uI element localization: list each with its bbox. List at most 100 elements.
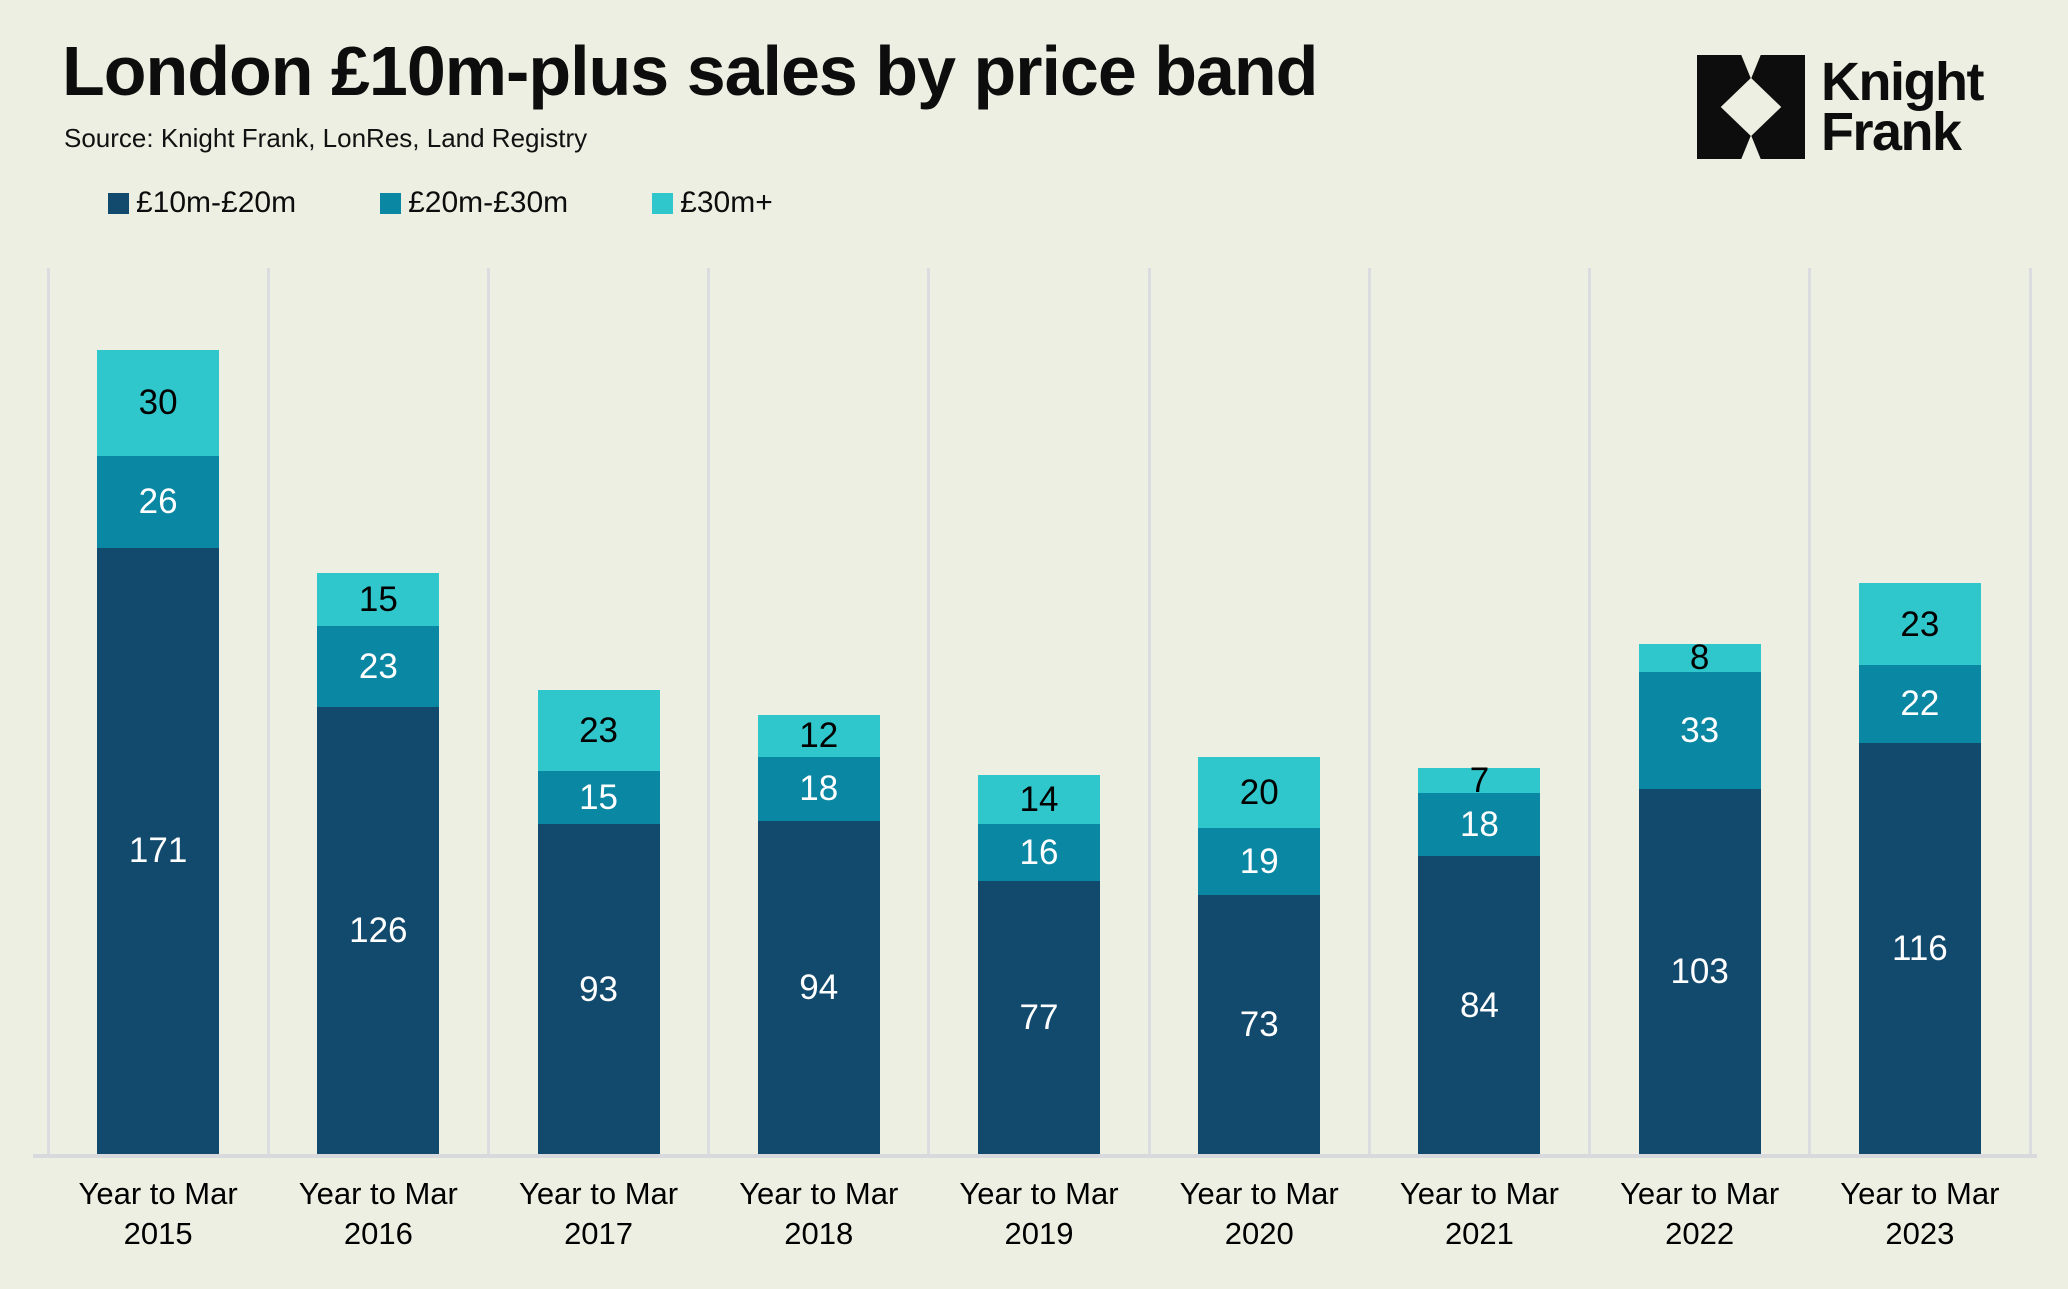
x-tick-label: Year to Mar 2023 <box>1810 1174 2030 1254</box>
bar-segment: 171 <box>97 547 220 1154</box>
knight-frank-logo-icon <box>1697 55 1805 159</box>
knight-frank-logo: Knight Frank <box>1697 52 1984 162</box>
bar-segment: 18 <box>1418 792 1541 857</box>
bar-value-label: 126 <box>349 911 408 951</box>
x-tick-label: Year to Mar 2016 <box>268 1174 488 1254</box>
bar-segment: 15 <box>537 771 660 825</box>
bar-segment: 7 <box>1418 763 1541 798</box>
gridline <box>2028 268 2032 1154</box>
bar-value-label: 30 <box>138 383 178 423</box>
wordmark-line1: Knight <box>1821 52 1984 112</box>
knight-frank-wordmark: Knight Frank <box>1821 52 1984 162</box>
legend-item: £10m-£20m <box>108 186 296 220</box>
bar-segment: 12 <box>757 714 880 758</box>
bar-value-label: 14 <box>1019 780 1059 820</box>
x-tick-line2: 2020 <box>1224 1216 1294 1251</box>
bar-value-label: 84 <box>1459 985 1499 1025</box>
bar-segment: 94 <box>757 820 880 1154</box>
x-tick-label: Year to Mar 2021 <box>1369 1174 1589 1254</box>
x-tick-line1: Year to Mar <box>298 1176 458 1211</box>
x-axis-line <box>33 1154 2037 1158</box>
bar-2020: 20 19 73 <box>1198 757 1321 1154</box>
x-tick-line2: 2021 <box>1444 1216 1514 1251</box>
legend-swatch-icon <box>108 192 129 214</box>
bar-segment: 30 <box>97 349 220 456</box>
gridline <box>46 268 50 1154</box>
bar-2023: 23 22 116 <box>1858 583 1981 1154</box>
source-note: Source: Knight Frank, LonRes, Land Regis… <box>64 123 588 153</box>
bar-value-label: 8 <box>1689 638 1710 678</box>
x-tick-line1: Year to Mar <box>1840 1176 2000 1211</box>
bar-segment: 23 <box>1858 583 1981 665</box>
legend-swatch-icon <box>380 192 402 214</box>
chart-legend: £10m-£20m £20m-£30m £30m+ <box>108 186 773 220</box>
bar-segment: 16 <box>978 824 1100 882</box>
bar-value-label: 26 <box>138 482 178 522</box>
legend-swatch-icon <box>652 192 674 214</box>
bar-value-label: 77 <box>1019 998 1059 1038</box>
bar-value-label: 116 <box>1891 928 1948 968</box>
gridline <box>266 268 270 1154</box>
x-tick-label: Year to Mar 2022 <box>1590 1174 1810 1254</box>
bar-2017: 23 15 93 <box>537 689 660 1154</box>
bar-value-label: 103 <box>1670 951 1729 991</box>
bar-segment: 126 <box>317 707 440 1154</box>
bar-2015: 30 26 171 <box>97 349 220 1154</box>
bar-value-label: 73 <box>1239 1005 1279 1045</box>
bar-segment: 33 <box>1638 672 1761 789</box>
gridline <box>1588 268 1592 1154</box>
legend-item: £30m+ <box>652 186 773 220</box>
bar-segment: 93 <box>537 824 660 1154</box>
x-tick-line1: Year to Mar <box>1620 1176 1780 1211</box>
gridline <box>1367 268 1371 1154</box>
gridline <box>1808 268 1812 1154</box>
x-tick-label: Year to Mar 2018 <box>709 1174 929 1254</box>
x-tick-line2: 2023 <box>1885 1216 1955 1251</box>
bar-2022: 8 33 103 <box>1638 640 1761 1154</box>
gridline <box>1147 268 1151 1154</box>
legend-label: £10m-£20m <box>136 186 297 219</box>
bar-segment: 18 <box>757 757 880 821</box>
bar-segment: 14 <box>978 774 1100 825</box>
bar-value-label: 15 <box>579 778 619 818</box>
bar-value-label: 23 <box>579 711 619 751</box>
bar-2016: 15 23 126 <box>317 572 440 1154</box>
bar-segment: 15 <box>317 572 440 626</box>
bar-segment: 77 <box>978 881 1100 1154</box>
bar-value-label: 23 <box>358 647 398 687</box>
x-tick-line1: Year to Mar <box>739 1176 899 1211</box>
bar-value-label: 15 <box>358 579 398 619</box>
x-tick-line2: 2018 <box>784 1216 854 1251</box>
bar-value-label: 20 <box>1239 773 1279 813</box>
x-tick-line2: 2016 <box>343 1216 413 1251</box>
x-tick-line1: Year to Mar <box>959 1176 1119 1211</box>
bar-value-label: 16 <box>1019 833 1059 873</box>
x-tick-line2: 2017 <box>564 1216 634 1251</box>
x-axis-labels: Year to Mar 2015 Year to Mar 2016 Year to Ma… <box>48 1174 2030 1254</box>
bar-value-label: 18 <box>799 769 839 809</box>
wordmark-line2: Frank <box>1821 102 1962 162</box>
legend-item: £20m-£30m <box>380 186 568 220</box>
bar-segment: 23 <box>317 625 440 708</box>
x-tick-label: Year to Mar 2015 <box>48 1174 268 1254</box>
plot-area: 30 26 171 15 23 126 23 15 93 12 18 94 14 16 77 20 19 73 7 1… <box>46 268 2032 1154</box>
x-tick-line2: 2022 <box>1665 1216 1735 1251</box>
bar-value-label: 19 <box>1239 842 1279 882</box>
bar-value-label: 94 <box>799 967 839 1007</box>
gridline <box>486 268 490 1154</box>
x-tick-line1: Year to Mar <box>78 1176 238 1211</box>
gridline <box>707 268 711 1154</box>
x-tick-line2: 2019 <box>1004 1216 1074 1251</box>
bar-segment: 19 <box>1198 827 1321 896</box>
bar-value-label: 7 <box>1469 760 1490 800</box>
bar-value-label: 22 <box>1900 684 1940 724</box>
bar-value-label: 93 <box>579 969 619 1009</box>
bar-segment: 23 <box>537 689 660 772</box>
bar-segment: 8 <box>1638 640 1761 675</box>
bar-segment: 22 <box>1858 664 1981 743</box>
bar-value-label: 18 <box>1459 804 1499 844</box>
bar-value-label: 23 <box>1900 604 1940 644</box>
bar-value-label: 171 <box>128 831 188 871</box>
bar-segment: 20 <box>1198 757 1321 828</box>
